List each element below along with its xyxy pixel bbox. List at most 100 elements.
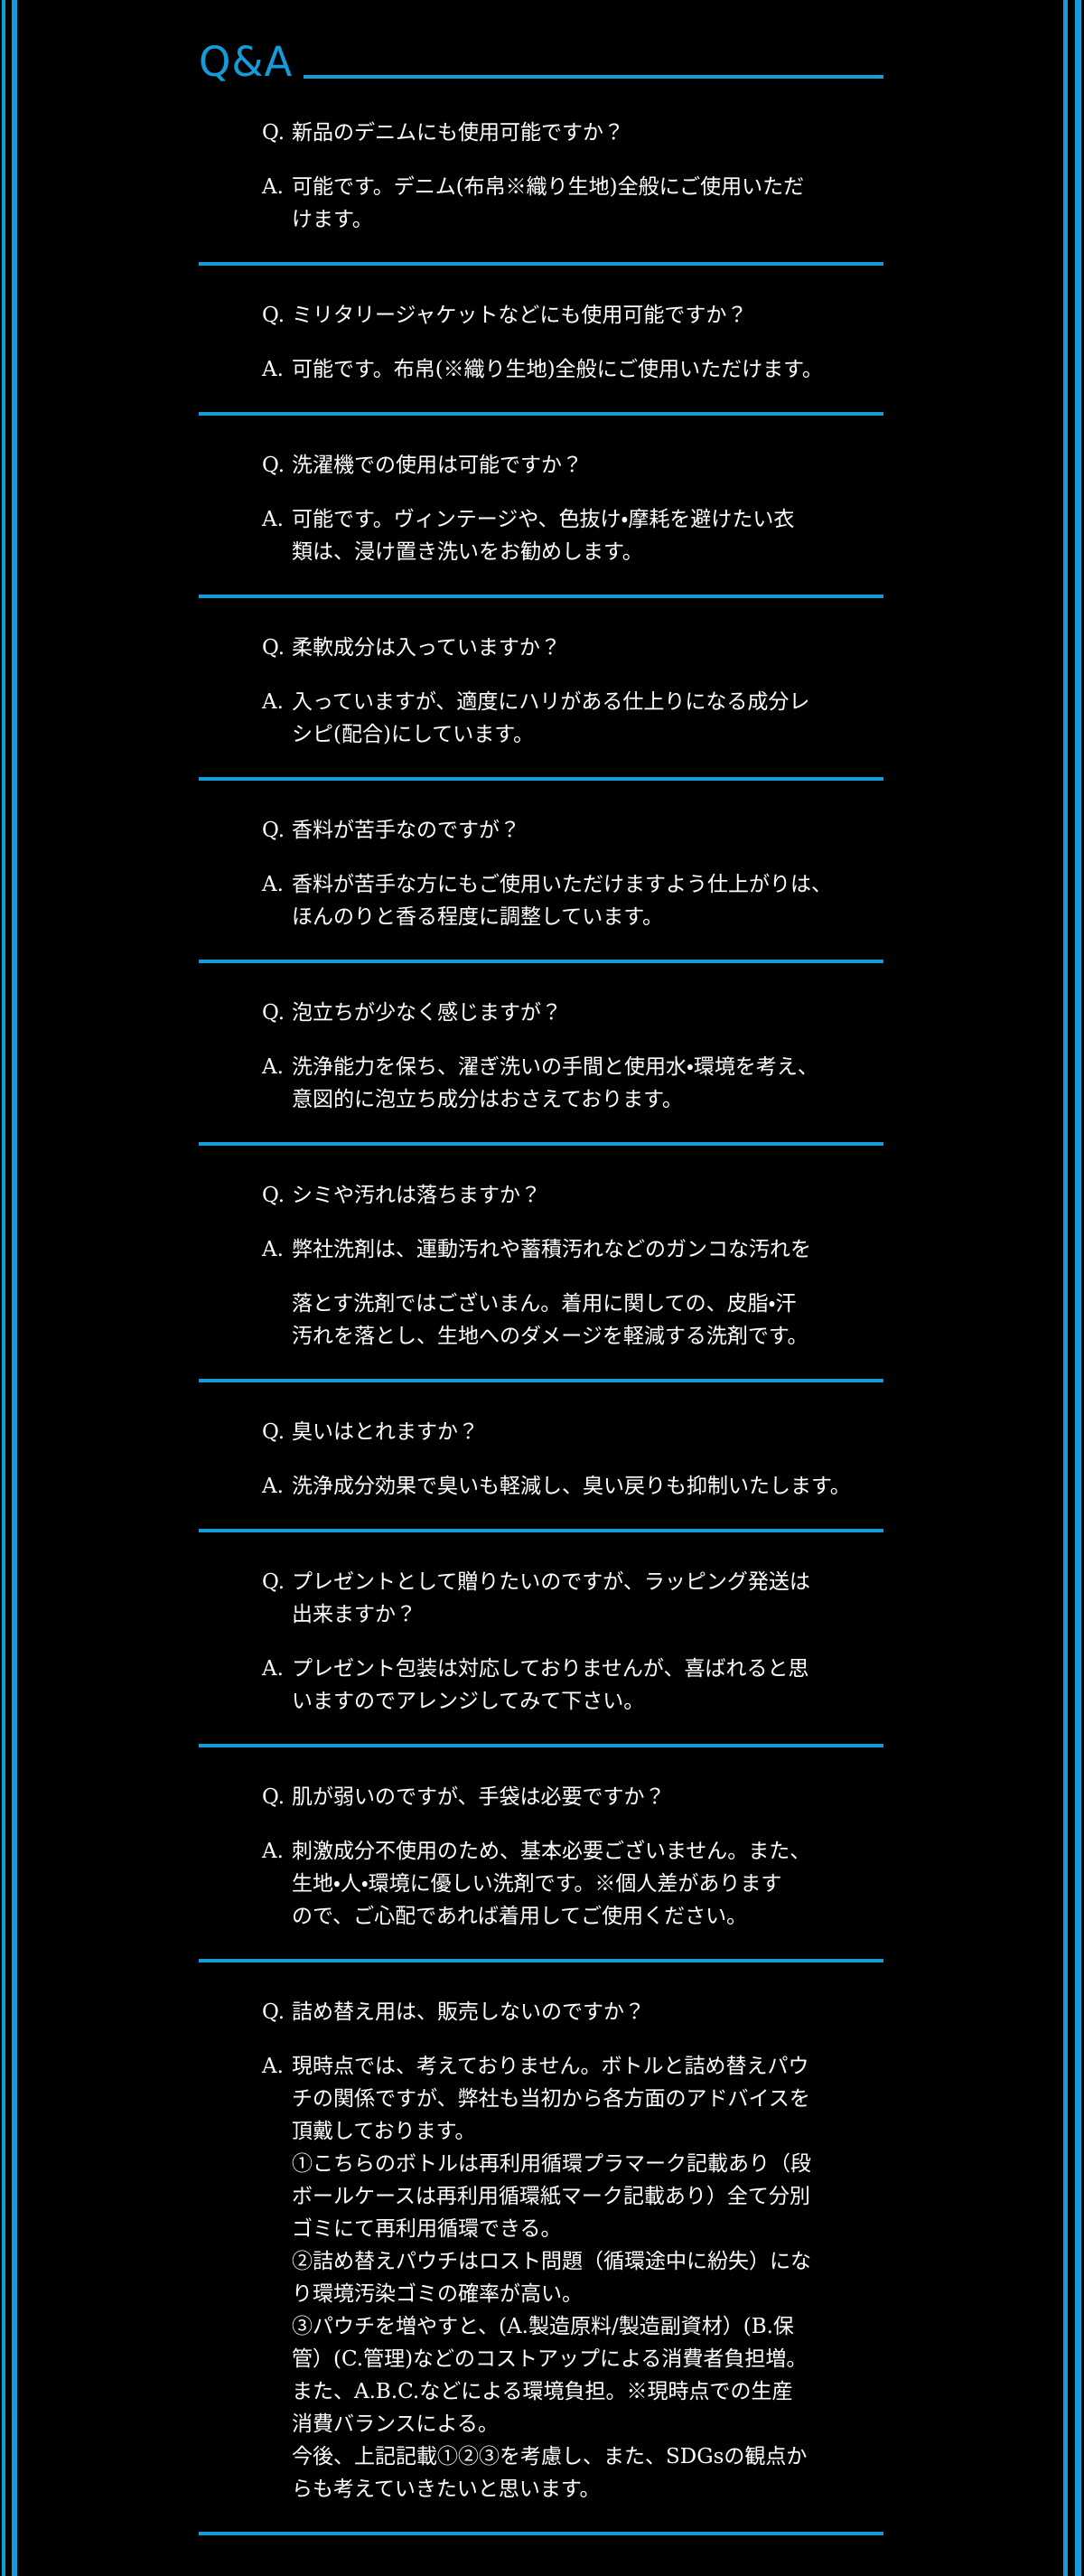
answer-line: 消費バランスによる。 <box>262 2408 883 2440</box>
answer-block: A. 香料が苦手な方にもご使用いただけますよう仕上がりは、 ほんのりと香る程度に調整… <box>262 868 883 933</box>
answer-line-text: 生地・人・環境に優しい洗剤です。※個人差があります <box>292 1872 782 1896</box>
answer-paragraph: A. 可能です。ヴィンテージや、色抜け・摩耗を避けたい衣 類は、浸け置き洗いをお勧め… <box>262 503 883 568</box>
answer-line-text: 現時点では、考えておりません。ボトルと詰め替えパウ <box>292 2055 809 2078</box>
section-divider <box>199 1744 883 1747</box>
answer-label: A. <box>262 1475 284 1498</box>
question-block: Q. 柔軟成分は入っていますか？ <box>262 632 883 664</box>
qa-item: Q. 肌が弱いのですが、手袋は必要ですか？ A. 刺激成分不使用のため、基本必要ござ… <box>262 1747 883 1959</box>
answer-line: チの関係ですが、弊社も当初から各方面のアドバイスを <box>262 2083 883 2115</box>
question-line: Q. 香料が苦手なのですが？ <box>262 814 883 847</box>
question-line-text: プレゼントとして贈りたいのですが、ラッピング発送は <box>292 1570 810 1594</box>
page-border-right-inner-line <box>1063 0 1068 2576</box>
answer-paragraph: A. 可能です。デニム(布帛※織り生地)全般にご使用いただ けます。 <box>262 171 883 236</box>
answer-line: ②詰め替えパウチはロスト問題（循環途中に紛失）にな <box>262 2245 883 2278</box>
answer-paragraph: A. 香料が苦手な方にもご使用いただけますよう仕上がりは、 ほんのりと香る程度に調整… <box>262 868 883 933</box>
answer-line: けます。 <box>262 203 883 236</box>
answer-line: シピ(配合)にしています。 <box>262 718 883 751</box>
answer-line-text: ②詰め替えパウチはロスト問題（循環途中に紛失）にな <box>292 2250 811 2273</box>
qa-title-underline <box>304 75 883 79</box>
question-line-text: 詰め替え用は、販売しないのですか？ <box>292 2000 645 2024</box>
answer-line: A. 弊社洗剤は、運動汚れや蓄積汚れなどのガンコな汚れを <box>262 1233 883 1266</box>
answer-line: 汚れを落とし、生地へのダメージを軽減する洗剤です。 <box>262 1320 883 1353</box>
answer-paragraph: A. 弊社洗剤は、運動汚れや蓄積汚れなどのガンコな汚れを <box>262 1233 883 1266</box>
question-label: Q. <box>262 304 285 327</box>
question-block: Q. 肌が弱いのですが、手袋は必要ですか？ <box>262 1781 883 1813</box>
answer-line-text: 今後、上記記載①②③を考慮し、また、SDGsの観点か <box>292 2445 808 2468</box>
answer-block: A. プレゼント包装は対応しておりませんが、喜ばれると思 いますのでアレンジしてみて… <box>262 1653 883 1718</box>
answer-line-text: 可能です。デニム(布帛※織り生地)全般にご使用いただ <box>292 175 805 199</box>
answer-label: A. <box>262 1657 284 1681</box>
answer-line-text: らも考えていきたいと思います。 <box>292 2478 601 2501</box>
answer-line-text: ①こちらのボトルは再利用循環プラマーク記載あり（段 <box>292 2152 811 2176</box>
answer-paragraph: A. 刺激成分不使用のため、基本必要ございません。また、生地・人・環境に優しい洗剤… <box>262 1835 883 1933</box>
question-line: Q. 臭いはとれますか？ <box>262 1416 883 1448</box>
answer-line-text: また、A.B.C.などによる環境負担。※現時点での生産 <box>292 2380 793 2403</box>
answer-line-text: 意図的に泡立ち成分はおさえております。 <box>292 1088 683 1111</box>
answer-line-text: シピ(配合)にしています。 <box>292 723 534 746</box>
question-line-text: 臭いはとれますか？ <box>292 1420 479 1444</box>
answer-line: 管）(C.管理)などのコストアップによる消費者負担増。 <box>262 2343 883 2375</box>
answer-block: A. 洗浄成分効果で臭いも軽減し、臭い戻りも抑制いたします。 <box>262 1470 883 1503</box>
answer-line-text: 管）(C.管理)などのコストアップによる消費者負担増。 <box>292 2347 808 2371</box>
answer-block: A. 可能です。布帛(※織り生地)全般にご使用いただけます。 <box>262 353 883 386</box>
qa-title: Q&A <box>199 38 294 86</box>
qa-item: Q. 新品のデニムにも使用可能ですか？ A. 可能です。デニム(布帛※織り生地)全般… <box>262 83 883 262</box>
answer-line-text: ③パウチを増やすと、(A.製造原料/製造副資材）(B.保 <box>292 2315 794 2338</box>
question-line: Q. 泡立ちが少なく感じますが？ <box>262 997 883 1029</box>
qa-item: Q. 柔軟成分は入っていますか？ A. 入っていますが、適度にハリがある仕上りになる… <box>262 598 883 777</box>
answer-line: 落とす洗剤ではございまん。着用に関しての、皮脂・汗 <box>262 1288 883 1320</box>
answer-line-text: 落とす洗剤ではございまん。着用に関しての、皮脂・汗 <box>292 1292 797 1316</box>
answer-block: A. 可能です。デニム(布帛※織り生地)全般にご使用いただ けます。 <box>262 171 883 236</box>
question-label: Q. <box>262 1785 285 1809</box>
answer-line-text: ゴミにて再利用循環できる。 <box>292 2217 562 2241</box>
answer-line: A. 洗浄能力を保ち、濯ぎ洗いの手間と使用水・環境を考え、 <box>262 1051 883 1083</box>
answer-line-text: プレゼント包装は対応しておりませんが、喜ばれると思 <box>292 1657 809 1681</box>
qa-item: Q. プレゼントとして贈りたいのですが、ラッピング発送は 出来ますか？ A. プレゼン… <box>262 1532 883 1744</box>
answer-line-text: チの関係ですが、弊社も当初から各方面のアドバイスを <box>292 2087 810 2111</box>
qa-item: Q. 香料が苦手なのですが？ A. 香料が苦手な方にもご使用いただけますよう仕上がり… <box>262 781 883 960</box>
question-label: Q. <box>262 2000 285 2024</box>
answer-paragraph: A. 洗浄能力を保ち、濯ぎ洗いの手間と使用水・環境を考え、意図的に泡立ち成分はおさ… <box>262 1051 883 1116</box>
answer-line-text: 可能です。ヴィンテージや、色抜け・摩耗を避けたい衣 <box>292 508 795 531</box>
answer-line-text: 刺激成分不使用のため、基本必要ございません。また、 <box>292 1840 811 1863</box>
question-label: Q. <box>262 1570 285 1594</box>
answer-block: A. 弊社洗剤は、運動汚れや蓄積汚れなどのガンコな汚れを落とす洗剤ではございまん。… <box>262 1233 883 1353</box>
answer-paragraph: A. 現時点では、考えておりません。ボトルと詰め替えパウ チの関係ですが、弊社も当初… <box>262 2050 883 2506</box>
section-divider <box>199 1142 883 1146</box>
question-block: Q. 香料が苦手なのですが？ <box>262 814 883 847</box>
answer-line: A. 刺激成分不使用のため、基本必要ございません。また、 <box>262 1835 883 1868</box>
section-divider <box>199 412 883 416</box>
answer-line-text: けます。 <box>292 208 373 231</box>
answer-line-text: 洗浄成分効果で臭いも軽減し、臭い戻りも抑制いたします。 <box>292 1475 851 1498</box>
answer-line: 今後、上記記載①②③を考慮し、また、SDGsの観点か <box>262 2440 883 2473</box>
answer-paragraph: A. プレゼント包装は対応しておりませんが、喜ばれると思 いますのでアレンジしてみて… <box>262 1653 883 1718</box>
section-divider <box>199 960 883 963</box>
question-line: Q. ミリタリージャケットなどにも使用可能ですか？ <box>262 299 883 332</box>
answer-line-text: ので、ご心配であれば着用してご使用ください。 <box>292 1905 748 1928</box>
question-label: Q. <box>262 819 285 842</box>
answer-line: り環境汚染ゴミの確率が高い。 <box>262 2278 883 2310</box>
question-label: Q. <box>262 636 285 660</box>
question-label: Q. <box>262 1420 285 1444</box>
qa-item: Q. シミや汚れは落ちますか？ A. 弊社洗剤は、運動汚れや蓄積汚れなどのガンコな汚… <box>262 1146 883 1379</box>
section-divider <box>199 777 883 781</box>
qa-item: Q. 泡立ちが少なく感じますが？ A. 洗浄能力を保ち、濯ぎ洗いの手間と使用水・環境… <box>262 963 883 1142</box>
question-line-text: 泡立ちが少なく感じますが？ <box>292 1001 562 1025</box>
answer-line: ③パウチを増やすと、(A.製造原料/製造副資材）(B.保 <box>262 2310 883 2343</box>
answer-line-text: 香料が苦手な方にもご使用いただけますよう仕上がりは、 <box>292 873 832 896</box>
answer-line-text: 可能です。布帛(※織り生地)全般にご使用いただけます。 <box>292 358 823 381</box>
answer-line: A. 可能です。ヴィンテージや、色抜け・摩耗を避けたい衣 <box>262 503 883 536</box>
qa-item: Q. 詰め替え用は、販売しないのですか？ A. 現時点では、考えておりません。ボトル… <box>262 1962 883 2532</box>
question-block: Q. 洗濯機での使用は可能ですか？ <box>262 449 883 482</box>
question-line-text: 出来ますか？ <box>292 1603 416 1626</box>
answer-label: A. <box>262 508 284 531</box>
answer-paragraph: A. 可能です。布帛(※織り生地)全般にご使用いただけます。 <box>262 353 883 386</box>
question-line-text: 洗濯機での使用は可能ですか？ <box>292 454 583 477</box>
answer-line-text: 消費バランスによる。 <box>292 2412 499 2436</box>
answer-line-text: 弊社洗剤は、運動汚れや蓄積汚れなどのガンコな汚れを <box>292 1238 811 1261</box>
question-line: 出来ますか？ <box>262 1598 883 1631</box>
answer-label: A. <box>262 1055 284 1079</box>
answer-block: A. 可能です。ヴィンテージや、色抜け・摩耗を避けたい衣 類は、浸け置き洗いをお勧め… <box>262 503 883 568</box>
answer-line: ので、ご心配であれば着用してご使用ください。 <box>262 1900 883 1933</box>
qa-item: Q. 臭いはとれますか？ A. 洗浄成分効果で臭いも軽減し、臭い戻りも抑制いたします… <box>262 1382 883 1529</box>
